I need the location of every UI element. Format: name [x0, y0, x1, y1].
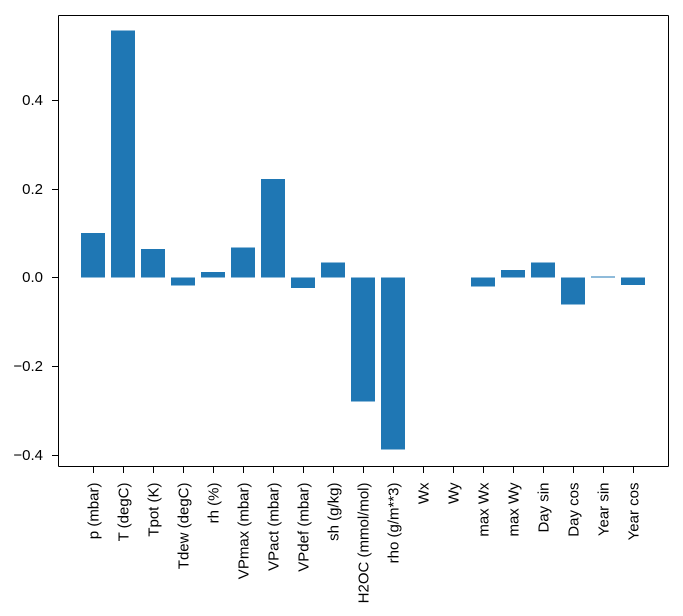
svg-text:0.2: 0.2 — [22, 181, 43, 198]
svg-text:VPdef (mbar): VPdef (mbar) — [296, 483, 313, 572]
svg-text:Year sin: Year sin — [596, 483, 613, 537]
svg-text:Wx: Wx — [416, 482, 433, 504]
svg-text:0.4: 0.4 — [22, 92, 43, 109]
svg-text:max Wy: max Wy — [506, 482, 523, 537]
svg-text:−0.4: −0.4 — [13, 447, 43, 464]
svg-text:0.0: 0.0 — [22, 269, 43, 286]
svg-text:Tdew (degC): Tdew (degC) — [176, 483, 193, 570]
svg-text:T (degC): T (degC) — [116, 483, 133, 542]
svg-text:Day sin: Day sin — [536, 483, 553, 533]
svg-text:Day cos: Day cos — [566, 483, 583, 537]
svg-text:sh (g/kg): sh (g/kg) — [326, 483, 343, 541]
svg-text:p (mbar): p (mbar) — [86, 483, 103, 540]
svg-text:H2OC (mmol/mol): H2OC (mmol/mol) — [356, 483, 373, 604]
svg-text:rh (%): rh (%) — [206, 483, 223, 524]
svg-text:max Wx: max Wx — [476, 482, 493, 537]
svg-text:Year cos: Year cos — [626, 483, 643, 541]
svg-text:VPmax (mbar): VPmax (mbar) — [236, 483, 253, 580]
svg-text:Wy: Wy — [446, 482, 463, 504]
svg-text:rho (g/m**3): rho (g/m**3) — [386, 482, 403, 563]
svg-text:−0.2: −0.2 — [13, 358, 43, 375]
svg-text:VPact (mbar): VPact (mbar) — [266, 483, 283, 571]
svg-text:Tpot (K): Tpot (K) — [146, 483, 163, 537]
